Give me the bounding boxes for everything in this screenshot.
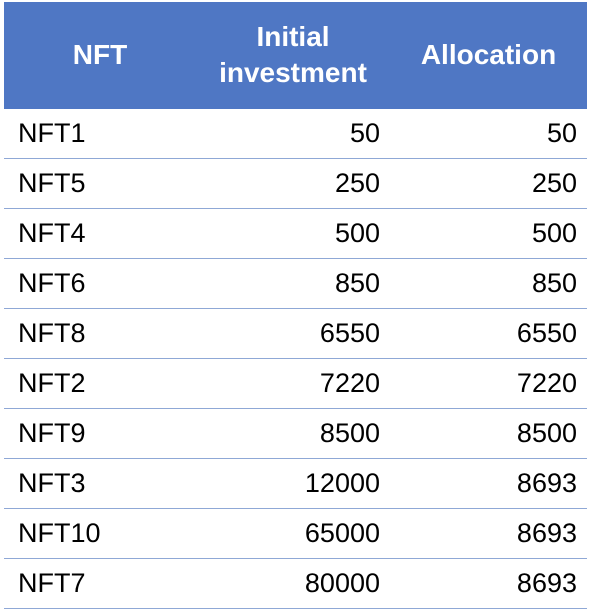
cell-initial-investment: 500	[196, 208, 390, 259]
cell-initial-investment: 12000	[196, 458, 390, 509]
cell-initial-investment: 50	[196, 108, 390, 159]
cell-nft: NFT9	[4, 408, 196, 459]
table-row: NFT5 250 250	[4, 158, 587, 209]
table-row: NFT7 80000 8693	[4, 558, 587, 609]
cell-allocation: 50	[390, 108, 587, 159]
cell-nft: NFT5	[4, 158, 196, 209]
table-row: NFT10 65000 8693	[4, 508, 587, 559]
cell-initial-investment: 7220	[196, 358, 390, 409]
cell-allocation: 8693	[390, 508, 587, 559]
cell-nft: NFT1	[4, 108, 196, 159]
cell-nft: NFT3	[4, 458, 196, 509]
table-row: NFT6 850 850	[4, 258, 587, 309]
cell-initial-investment: 850	[196, 258, 390, 309]
header-row: NFT Initial investment Allocation	[4, 2, 587, 109]
header-nft: NFT	[4, 2, 196, 109]
cell-initial-investment: 65000	[196, 508, 390, 559]
cell-allocation: 250	[390, 158, 587, 209]
cell-allocation: 7220	[390, 358, 587, 409]
nft-allocation-table: NFT Initial investment Allocation NFT1 5…	[4, 2, 587, 609]
table-row: NFT1 50 50	[4, 108, 587, 159]
header-allocation: Allocation	[390, 2, 587, 109]
cell-allocation: 8500	[390, 408, 587, 459]
cell-initial-investment: 80000	[196, 558, 390, 609]
cell-initial-investment: 8500	[196, 408, 390, 459]
cell-allocation: 8693	[390, 458, 587, 509]
cell-nft: NFT8	[4, 308, 196, 359]
table-row: NFT9 8500 8500	[4, 408, 587, 459]
table-body: NFT1 50 50 NFT5 250 250 NFT4 500 500 NFT…	[4, 108, 587, 609]
table-row: NFT8 6550 6550	[4, 308, 587, 359]
cell-nft: NFT7	[4, 558, 196, 609]
table-row: NFT4 500 500	[4, 208, 587, 259]
cell-allocation: 500	[390, 208, 587, 259]
cell-allocation: 850	[390, 258, 587, 309]
cell-allocation: 6550	[390, 308, 587, 359]
header-initial-investment: Initial investment	[196, 2, 390, 109]
cell-nft: NFT2	[4, 358, 196, 409]
cell-nft: NFT6	[4, 258, 196, 309]
cell-allocation: 8693	[390, 558, 587, 609]
cell-nft: NFT4	[4, 208, 196, 259]
cell-initial-investment: 6550	[196, 308, 390, 359]
table-row: NFT3 12000 8693	[4, 458, 587, 509]
table-header: NFT Initial investment Allocation	[4, 2, 587, 109]
cell-nft: NFT10	[4, 508, 196, 559]
table-row: NFT2 7220 7220	[4, 358, 587, 409]
cell-initial-investment: 250	[196, 158, 390, 209]
